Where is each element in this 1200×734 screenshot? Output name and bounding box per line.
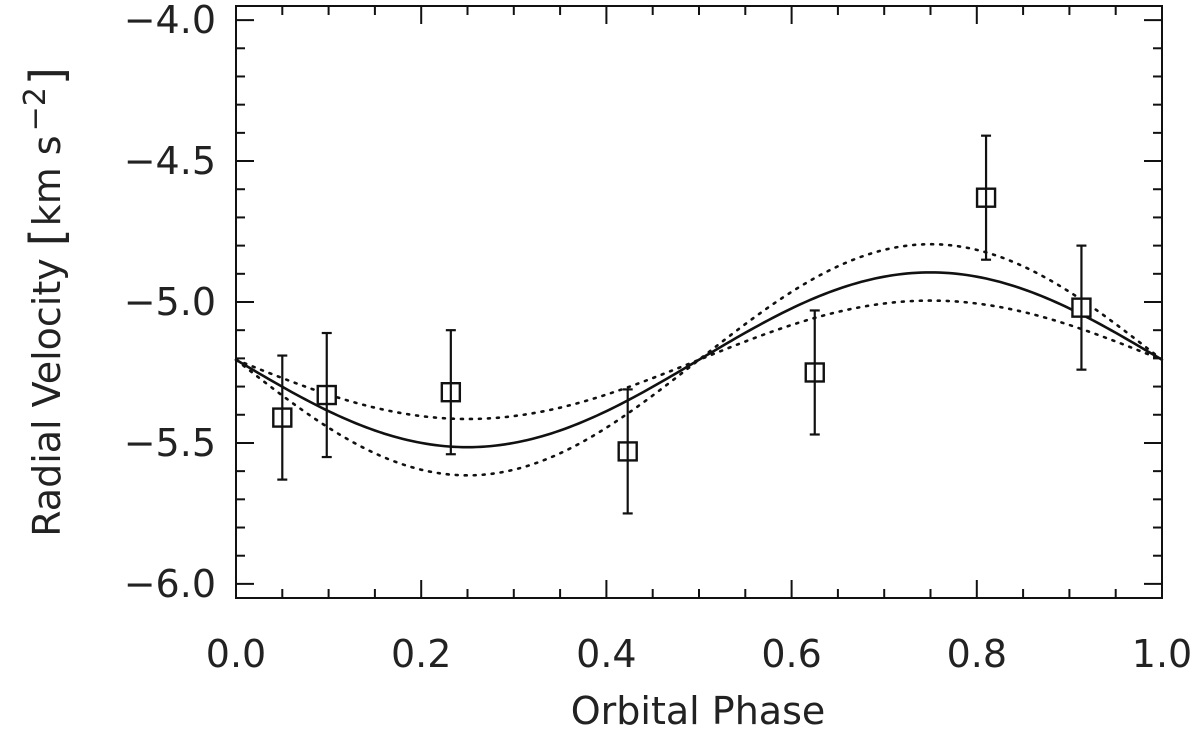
x-tick-label: 0.4 <box>576 632 636 676</box>
x-tick-label: 0.6 <box>761 632 821 676</box>
x-tick-labels: 0.0 0.2 0.4 0.6 0.8 1.0 <box>206 632 1192 676</box>
y-tick-label: −5.0 <box>124 280 216 324</box>
x-tick-label: 1.0 <box>1132 632 1192 676</box>
y-axis-unit-exponent: −2 <box>18 87 53 131</box>
upper-bound-curve <box>234 299 1164 421</box>
y-axis-unit-body: km s <box>25 135 69 226</box>
x-tick-label: 0.8 <box>947 632 1007 676</box>
y-tick-labels: −4.0 −4.5 −5.0 −5.5 −6.0 <box>124 0 216 606</box>
data-point <box>804 309 825 436</box>
data-point <box>975 134 997 261</box>
axis-ticks <box>235 6 1163 598</box>
y-tick-label: −6.0 <box>124 562 216 606</box>
x-tick-label: 0.2 <box>391 632 451 676</box>
data-point <box>1071 244 1092 371</box>
x-axis-title: Orbital Phase <box>571 689 826 733</box>
data-point <box>440 329 462 456</box>
y-tick-label: −4.5 <box>124 139 216 183</box>
data-point <box>316 331 337 459</box>
data-point <box>617 388 638 515</box>
y-axis-unit-close: ] <box>20 67 74 85</box>
y-axis-title: Radial Velocity [ km s−2] <box>18 67 74 537</box>
y-tick-label: −4.0 <box>124 0 216 42</box>
y-axis-title-main: Radial Velocity <box>25 258 69 537</box>
y-axis-unit-open: [ <box>20 228 74 246</box>
plot-area-border <box>235 5 1163 599</box>
x-tick-label: 0.0 <box>206 632 266 676</box>
data-points <box>272 134 1092 515</box>
data-point <box>272 354 293 481</box>
best-fit-curve <box>235 271 1163 449</box>
model-curves <box>234 242 1164 477</box>
plot-frame <box>235 5 1163 599</box>
y-tick-label: −5.5 <box>124 421 216 465</box>
